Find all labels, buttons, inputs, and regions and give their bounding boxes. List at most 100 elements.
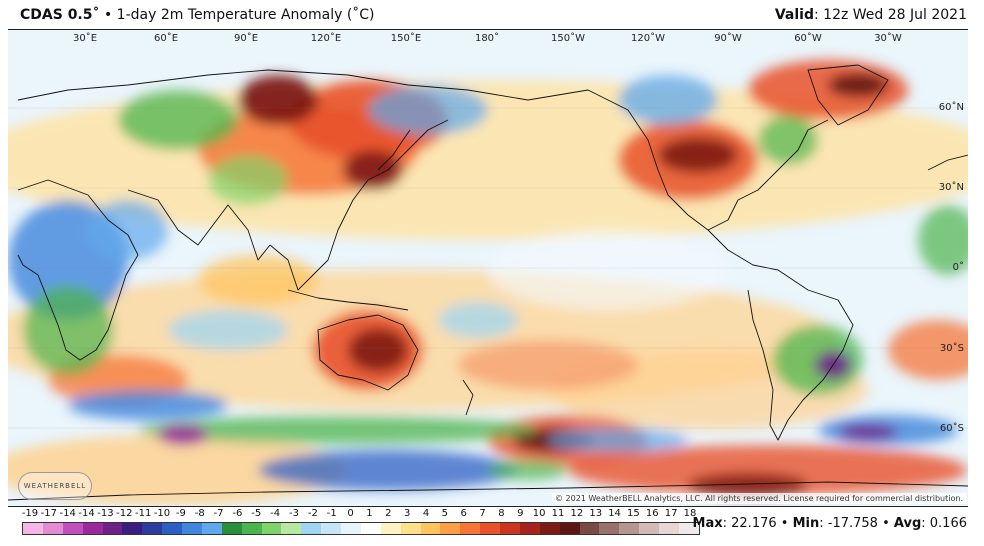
colorbar-cell: [102, 523, 123, 534]
colorbar-label: -2: [307, 508, 318, 519]
colorbar-label: -11: [134, 508, 152, 519]
title-bullet: •: [103, 7, 113, 23]
colorbar-label: -14: [78, 508, 95, 519]
colorbar-cell: [221, 523, 242, 534]
colorbar-label: 11: [551, 508, 565, 519]
valid-time: Valid: 12z Wed 28 Jul 2021: [774, 7, 967, 23]
colorbar-label: 4: [422, 508, 430, 519]
colorbar-cell: [639, 523, 659, 534]
colorbar-label: 1: [366, 508, 373, 519]
colorbar-cell: [122, 523, 143, 534]
colorbar-cell: [519, 523, 540, 534]
map-title: CDAS 0.5˚ • 1-day 2m Temperature Anomaly…: [20, 7, 375, 23]
colorbar-label: 17: [664, 508, 678, 519]
coastlines: [8, 64, 968, 501]
colorbar-label: 14: [608, 508, 621, 519]
lat-label-30s: 30˚S: [939, 343, 964, 354]
colorbar-cell: [261, 523, 282, 534]
max-value: 22.176: [731, 516, 777, 531]
colorbar-label: -17: [40, 508, 58, 519]
lon-label-90w: 90˚W: [714, 33, 742, 44]
lat-label-60n: 60˚N: [938, 102, 964, 113]
avg-value: 0.166: [929, 516, 967, 531]
colorbar-label: 18: [683, 508, 697, 519]
valid-label: Valid: [774, 7, 814, 23]
anomaly-field: [8, 60, 968, 505]
colorbar-labels: -19 -17 -14 -14 -13 -12 -11 -10 -9 -8 -7 -6 -5 -4 -3 -2…: [22, 508, 698, 520]
map-canvas: [8, 30, 968, 506]
colorbar-label: 0: [347, 508, 354, 519]
colorbar-label: 3: [403, 508, 411, 519]
colorbar-cell: [659, 523, 679, 534]
max-label: Max: [692, 516, 723, 531]
lon-label-120e: 120˚E: [310, 33, 342, 44]
colorbar-label: 9: [517, 508, 524, 519]
colorbar-label: 7: [479, 508, 486, 519]
colorbar-cell: [182, 523, 202, 534]
colorbar-label: 13: [589, 508, 603, 519]
colorbar-cell: [281, 523, 302, 534]
colorbar-cell: [380, 523, 401, 534]
colorbar-cell: [301, 523, 322, 534]
colorbar-cell: [142, 523, 163, 534]
lon-label-120w: 120˚W: [631, 33, 665, 44]
colorbar-label: -13: [97, 508, 114, 519]
colorbar-label: -5: [251, 508, 262, 519]
colorbar-cell: [440, 523, 461, 534]
colorbar-cell: [500, 523, 520, 534]
colorbar-cell: [460, 523, 481, 534]
colorbar-cell: [539, 523, 560, 534]
model-name: CDAS 0.5˚: [20, 7, 100, 23]
colorbar-cell: [400, 523, 421, 534]
colorbar: [22, 522, 700, 535]
colorbar-label: -3: [289, 508, 299, 519]
min-value: -17.758: [827, 516, 878, 531]
colorbar-label: 12: [570, 508, 584, 519]
valid-time-value: 12z Wed 28 Jul 2021: [823, 7, 967, 23]
colorbar-cell: [82, 523, 103, 534]
colorbar-label: -19: [21, 508, 39, 519]
colorbar-cell: [62, 523, 83, 534]
colorbar-label: -6: [232, 508, 243, 519]
colorbar-label: 16: [645, 508, 659, 519]
colorbar-label: -8: [194, 508, 205, 519]
anomaly-map: 30˚E 60˚E 90˚E 120˚E 150˚E 180˚ 150˚W 12…: [8, 29, 968, 507]
lat-label-0: 0˚: [952, 262, 964, 273]
graticule: [8, 107, 968, 429]
colorbar-label: -12: [116, 508, 133, 519]
colorbar-cell: [420, 523, 441, 534]
lon-label-30e: 30˚E: [72, 33, 98, 44]
colorbar-cell: [241, 523, 262, 534]
colorbar-label: -10: [153, 508, 171, 519]
lon-label-180: 180˚: [474, 33, 500, 44]
lon-label-150e: 150˚E: [390, 33, 422, 44]
lon-label-90e: 90˚E: [233, 33, 259, 44]
colorbar-label: -7: [213, 508, 224, 519]
lat-label-60s: 60˚S: [939, 423, 964, 434]
colorbar-label: -1: [326, 508, 337, 519]
lon-label-60e: 60˚E: [153, 33, 179, 44]
map-title-text: 1-day 2m Temperature Anomaly (˚C): [116, 7, 375, 23]
copyright-notice: © 2021 WeatherBELL Analytics, LLC. All r…: [552, 493, 966, 504]
colorbar-cell: [42, 523, 63, 534]
min-label: Min: [792, 516, 820, 531]
colorbar-label: 5: [441, 508, 449, 519]
colorbar-label: 6: [460, 508, 467, 519]
colorbar-label: 8: [498, 508, 505, 519]
colorbar-cell: [360, 523, 381, 534]
colorbar-cell: [599, 523, 620, 534]
lon-label-60w: 60˚W: [794, 33, 822, 44]
colorbar-cell: [201, 523, 222, 534]
colorbar-label: -4: [270, 508, 281, 519]
lat-label-30n: 30˚N: [938, 182, 964, 193]
colorbar-label: 2: [385, 508, 392, 519]
avg-label: Avg: [893, 516, 922, 531]
colorbar-cell: [341, 523, 361, 534]
colorbar-label: -14: [59, 508, 76, 519]
field-stats: Max: 22.176 • Min: -17.758 • Avg: 0.166: [692, 516, 967, 531]
colorbar-cell: [619, 523, 640, 534]
colorbar-label: 10: [532, 508, 546, 519]
colorbar-cell: [579, 523, 600, 534]
colorbar-label: -9: [175, 508, 186, 519]
colorbar-cell: [162, 523, 182, 534]
